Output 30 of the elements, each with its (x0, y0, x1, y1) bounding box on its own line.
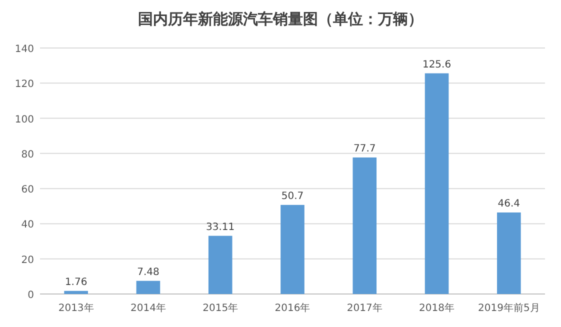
y-tick-label: 20 (21, 254, 34, 266)
data-label: 77.7 (354, 143, 376, 154)
data-label: 33.11 (206, 222, 235, 233)
bar (64, 290, 88, 294)
data-label: 125.6 (422, 59, 452, 70)
x-tick-label: 2019年前5月 (478, 302, 540, 314)
y-tick-label: 40 (21, 220, 34, 231)
data-label: 1.76 (64, 276, 88, 288)
x-tick-label: 2016年 (274, 302, 310, 314)
y-tick-label: 140 (14, 44, 34, 55)
x-tick-label: 2018年 (419, 302, 455, 314)
x-tick-label: 2014年 (130, 302, 166, 314)
bar (352, 157, 377, 294)
bar (136, 280, 160, 294)
data-label: 46.4 (498, 198, 520, 210)
y-tick-label: 60 (21, 184, 34, 196)
x-tick-label: 2017年 (346, 302, 382, 314)
bar (280, 204, 304, 294)
bar (208, 236, 232, 294)
chart-title: 国内历年新能源汽车销量图（单位：万辆） (138, 10, 423, 28)
bar (497, 212, 521, 294)
y-tick-label: 0 (28, 290, 34, 301)
y-tick-label: 120 (14, 79, 34, 90)
x-tick-label: 2015年 (202, 302, 238, 314)
y-tick-label: 100 (14, 114, 34, 126)
bar (424, 73, 449, 294)
data-label: 50.7 (281, 190, 304, 202)
data-label: 7.48 (137, 266, 160, 278)
y-tick-label: 80 (21, 149, 34, 160)
x-tick-label: 2013年 (58, 302, 94, 314)
